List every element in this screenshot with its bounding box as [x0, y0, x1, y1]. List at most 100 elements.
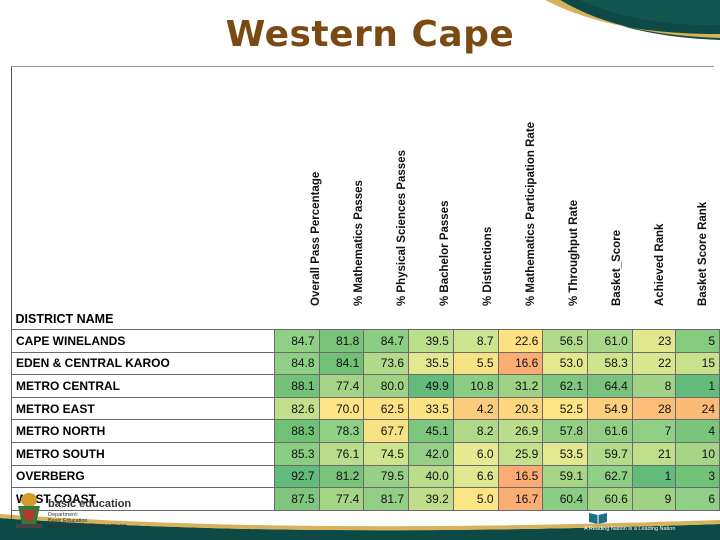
column-header: Basket_Score [611, 68, 627, 308]
table-cell: 49.9 [408, 374, 454, 398]
results-table: DISTRICT NAME CAPE WINELANDS 84.7 81.8 84.7… [11, 309, 720, 511]
table-cell: 92.7 [273, 464, 320, 489]
table-cell: 22.6 [497, 329, 544, 353]
table-cell: 62.7 [587, 464, 633, 489]
logo-dept-name: Basic Education [48, 518, 88, 524]
table-cell: 62.5 [363, 396, 410, 421]
table-row: WEST COAST 87.5 77.4 81.7 39.2 5.0 16.7 60.4 60.… [11, 487, 720, 511]
department-logo: basic education Department: Basic Educat… [12, 490, 152, 536]
table-cell: 76.1 [318, 441, 365, 466]
table-row: METRO NORTH 88.3 78.3 67.7 45.1 8.2 26.9 57.8 61… [11, 419, 720, 443]
table-cell: 64.4 [587, 374, 633, 398]
table-cell: 77.4 [318, 374, 365, 398]
column-header: % Mathematics Participation Rate [525, 68, 541, 308]
table-cell: 87.5 [273, 487, 320, 511]
table-header-row: DISTRICT NAME [11, 309, 720, 330]
table-cell: 22 [631, 351, 677, 376]
table-cell: 45.1 [408, 419, 454, 443]
table-cell: 81.2 [318, 464, 365, 489]
column-header-label: Achieved Rank [654, 223, 666, 306]
column-header-label: % Throughput Rate [568, 199, 580, 306]
table-cell: 16.5 [497, 464, 544, 489]
column-header: Overall Pass Percentage [310, 68, 326, 308]
column-header-label: Basket_Score [611, 229, 623, 306]
table-cell: 84.7 [273, 329, 320, 353]
district-name: OVERBERG [11, 464, 275, 489]
table-row: METRO CENTRAL 88.1 77.4 80.0 49.9 10.8 31.2 62.… [11, 374, 720, 398]
column-header: % Distinctions [482, 68, 498, 308]
table-cell: 62.1 [542, 374, 589, 398]
table-cell: 80.0 [363, 374, 410, 398]
table-cell: 26.9 [497, 419, 544, 443]
district-header: DISTRICT NAME [11, 309, 275, 330]
logo-country: REPUBLIC OF SOUTH AFRICA [48, 524, 127, 530]
table-cell: 78.3 [318, 419, 365, 443]
table-cell: 10 [675, 441, 720, 466]
column-header: % Physical Sciences Passes [396, 68, 412, 308]
book-icon [589, 513, 607, 524]
table-cell: 25.9 [497, 441, 544, 466]
table-cell: 35.5 [408, 351, 454, 376]
logo-slogan: A Reading Nation is a Leading Nation [584, 526, 676, 532]
district-name: METRO NORTH [11, 419, 275, 443]
table-cell: 73.6 [363, 351, 410, 376]
table-cell: 21 [631, 441, 677, 466]
table-cell: 6 [675, 487, 720, 511]
table-cell: 28 [631, 396, 677, 421]
column-header-label: % Physical Sciences Passes [396, 150, 408, 306]
table-cell: 67.7 [363, 419, 410, 443]
table-cell: 52.5 [542, 396, 589, 421]
column-header: % Throughput Rate [568, 68, 584, 308]
table-cell: 88.1 [273, 374, 320, 398]
table-cell: 40.0 [408, 464, 454, 489]
table-cell: 88.3 [273, 419, 320, 443]
table-row: CAPE WINELANDS 84.7 81.8 84.7 39.5 8.7 22.6 56.… [11, 329, 720, 353]
table-cell: 23 [631, 329, 677, 353]
column-header-label: Basket Score Rank [697, 201, 709, 306]
table-cell: 8.2 [452, 419, 499, 443]
district-name: CAPE WINELANDS [11, 329, 275, 353]
table-row: METRO SOUTH 85.3 76.1 74.5 42.0 6.0 25.9 53.5 59… [11, 441, 720, 466]
table-cell: 61.0 [587, 329, 633, 353]
table-row: EDEN & CENTRAL KAROO 84.8 84.1 73.6 35.5 5.5 1… [11, 351, 720, 376]
logo-brand-text: basic education [48, 498, 132, 510]
table-cell: 4 [675, 419, 720, 443]
table-cell: 5.0 [452, 487, 499, 511]
coat-of-arms-icon [16, 493, 42, 528]
slide-title: Western Cape [225, 14, 515, 55]
column-header-label: % Distinctions [482, 226, 494, 306]
table-cell: 82.6 [273, 396, 320, 421]
bottom-left-swoosh [0, 514, 720, 540]
district-name: METRO SOUTH [11, 441, 275, 466]
district-name: EDEN & CENTRAL KAROO [11, 351, 275, 376]
table-cell: 33.5 [408, 396, 454, 421]
table-cell: 59.7 [587, 441, 633, 466]
table-cell: 81.8 [318, 329, 365, 353]
table-cell: 6.6 [452, 464, 499, 489]
table-cell: 59.1 [542, 464, 589, 489]
logo-dept-text: Department: [48, 512, 79, 518]
table-cell: 84.8 [273, 351, 320, 376]
table-cell: 57.8 [542, 419, 589, 443]
table-cell: 8.7 [452, 329, 499, 353]
table-row: OVERBERG 92.7 81.2 79.5 40.0 6.6 16.5 59.1 62.7 1… [11, 464, 720, 489]
table-cell: 8 [631, 374, 677, 398]
table-cell: 6.0 [452, 441, 499, 466]
table-cell: 84.1 [318, 351, 365, 376]
table-cell: 70.0 [318, 396, 365, 421]
column-header-label: % Bachelor Passes [439, 200, 451, 306]
table-cell: 16.6 [497, 351, 544, 376]
table-cell: 84.7 [363, 329, 410, 353]
table-cell: 79.5 [363, 464, 410, 489]
column-header: Basket Score Rank [697, 68, 713, 308]
table-cell: 58.3 [587, 351, 633, 376]
table-cell: 20.3 [497, 396, 544, 421]
column-header-label: % Mathematics Passes [353, 180, 365, 306]
table-cell: 31.2 [497, 374, 544, 398]
table-cell: 60.4 [542, 487, 589, 511]
column-header: Achieved Rank [654, 68, 670, 308]
table-cell: 77.4 [318, 487, 365, 511]
table-cell: 16.7 [497, 487, 544, 511]
column-header: % Mathematics Passes [353, 68, 369, 308]
table-cell: 74.5 [363, 441, 410, 466]
